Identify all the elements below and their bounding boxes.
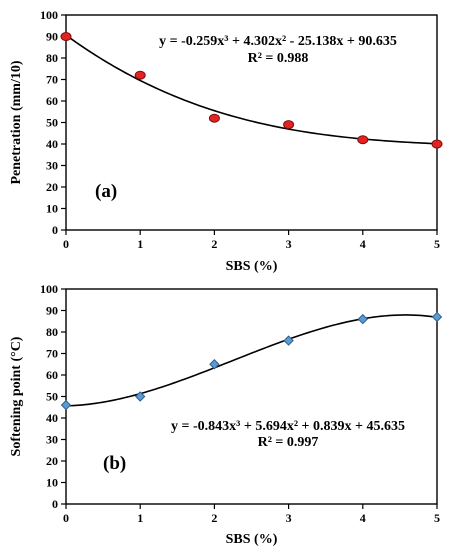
y-tick-label: 70	[46, 73, 58, 87]
x-tick-label: 0	[63, 237, 69, 251]
x-tick-label: 4	[360, 511, 366, 525]
data-point	[431, 139, 443, 149]
y-tick-label: 40	[46, 137, 58, 151]
panel-label: (b)	[103, 453, 126, 474]
y-tick-label: 50	[46, 390, 58, 404]
data-point	[357, 313, 369, 325]
x-axis-title: SBS (%)	[226, 532, 278, 547]
x-tick-label: 1	[137, 511, 143, 525]
trendline-curve	[65, 314, 438, 407]
plot-frame	[65, 14, 438, 231]
data-point	[60, 399, 72, 411]
data-point	[283, 120, 295, 130]
panel-label: (a)	[95, 181, 117, 202]
panel-b: 0 10 20 30 40 50 60 70 80 90 100 0 1 2 3 4 5 SBS (%) Softe…	[9, 282, 443, 547]
y-tick-label: 10	[46, 476, 58, 490]
y-tick-label: 40	[46, 411, 58, 425]
data-point	[134, 391, 146, 402]
x-tick-label: 4	[360, 237, 366, 251]
y-tick-label: 80	[46, 51, 58, 65]
data-point	[208, 113, 220, 123]
data-point	[209, 359, 220, 370]
y-tick-label: 0	[52, 497, 58, 511]
y-tick-label: 20	[46, 454, 58, 468]
y-tick-label: 70	[46, 347, 58, 361]
y-tick-label: 20	[46, 180, 58, 194]
trendline-equation: y = -0.259x³ + 4.302x² - 25.138x + 90.63…	[159, 34, 397, 49]
x-tick-label: 1	[137, 237, 143, 251]
y-tick-label: 60	[46, 94, 58, 108]
r-squared-label: R² = 0.997	[258, 435, 319, 450]
y-tick-label: 30	[46, 159, 58, 173]
y-tick-label: 30	[46, 433, 58, 447]
x-tick-label: 2	[211, 511, 217, 525]
y-tick-label: 80	[46, 325, 58, 339]
r-squared-label: R² = 0.988	[248, 51, 309, 66]
y-tick-label: 60	[46, 368, 58, 382]
x-tick-label: 0	[63, 511, 69, 525]
y-tick-label: 10	[46, 202, 58, 216]
y-tick-label: 0	[52, 223, 58, 237]
data-point	[134, 70, 146, 80]
y-tick-label: 100	[40, 8, 58, 22]
data-point	[431, 311, 443, 323]
x-tick-label: 3	[286, 237, 292, 251]
panel-a: 0 10 20 30 40 50 60 70 80 90 100 0 1 2 3 4 5 SBS (%) Penet…	[9, 8, 443, 274]
y-axis-title: Penetration (mm/10)	[9, 60, 24, 184]
trendline-equation: y = -0.843x³ + 5.694x² + 0.839x + 45.635	[171, 419, 405, 434]
y-tick-label: 100	[40, 282, 58, 296]
trendline-curve	[65, 34, 438, 145]
data-point	[283, 335, 294, 346]
y-tick-label: 90	[46, 304, 58, 318]
x-tick-label: 5	[434, 237, 440, 251]
y-tick-label: 50	[46, 116, 58, 130]
data-point	[357, 135, 369, 145]
y-axis-title: Softening point (°C)	[9, 336, 24, 456]
y-tick-label: 90	[46, 30, 58, 44]
x-axis-title: SBS (%)	[226, 259, 278, 274]
data-point	[60, 32, 72, 41]
x-tick-label: 5	[434, 511, 440, 525]
x-tick-label: 3	[286, 511, 292, 525]
x-tick-label: 2	[211, 237, 217, 251]
